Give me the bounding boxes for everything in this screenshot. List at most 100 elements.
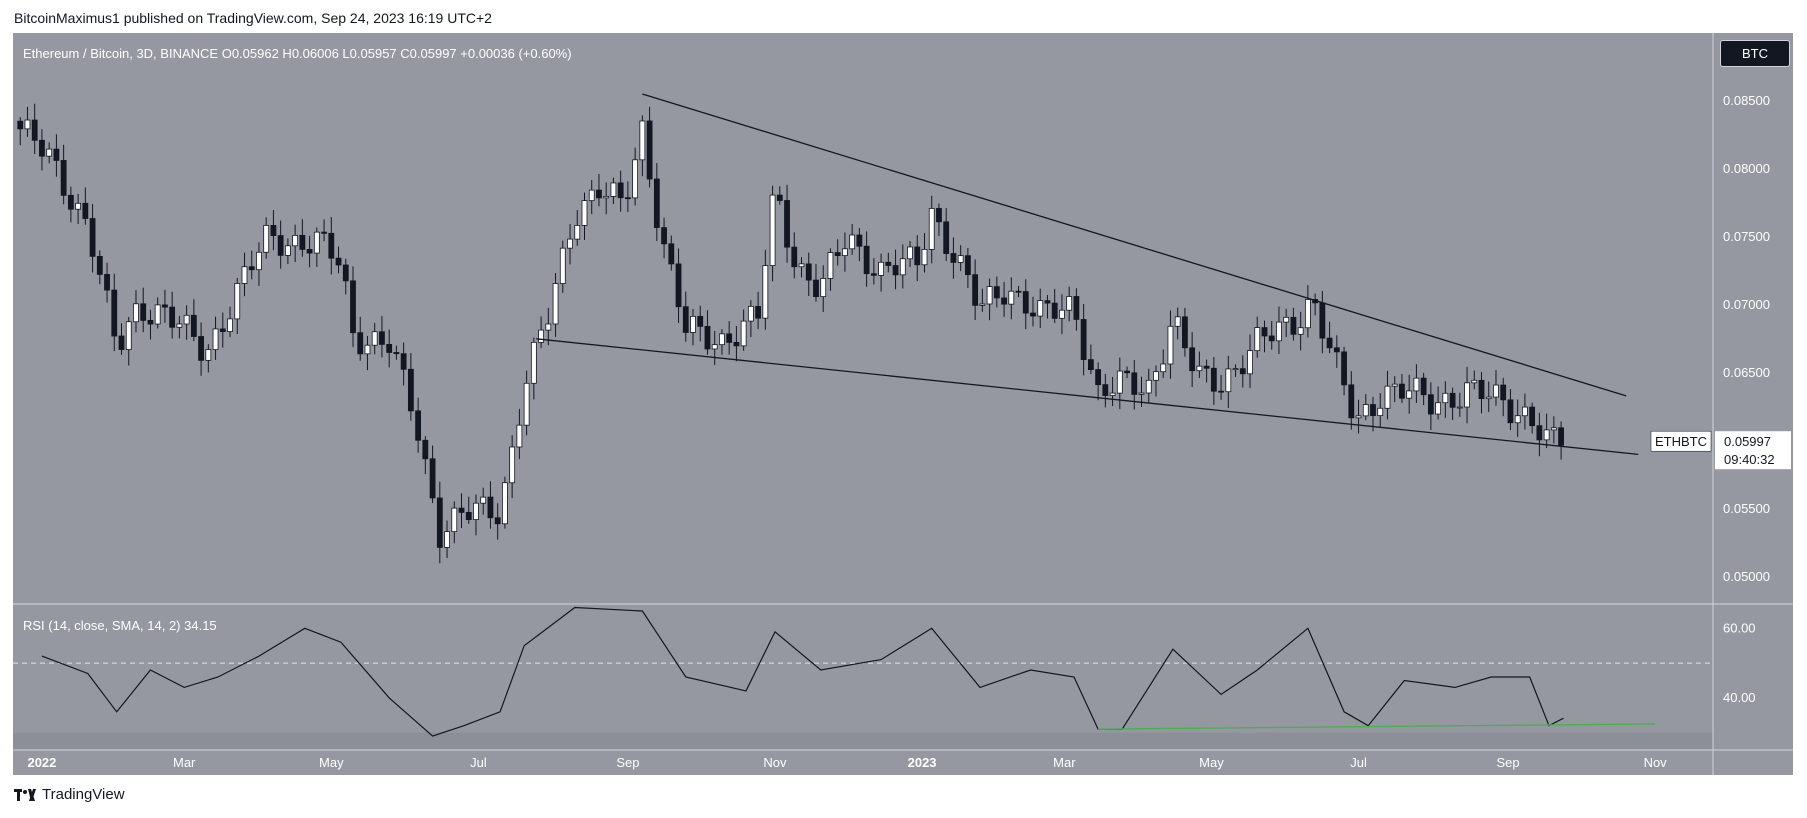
candle-body: [429, 458, 436, 499]
candle-body: [125, 321, 132, 350]
candle-body: [1399, 383, 1405, 399]
candle-body: [1464, 382, 1470, 408]
candle-body: [400, 353, 407, 370]
candle-body: [1189, 347, 1196, 372]
candle-body: [581, 200, 588, 226]
candle-body: [885, 261, 892, 266]
rsi-layer: [13, 603, 1793, 750]
candle-body: [523, 382, 530, 426]
candle-body: [1022, 291, 1029, 314]
candle-body: [878, 261, 884, 276]
candle-body: [972, 274, 979, 306]
candle-body: [17, 120, 24, 130]
candle-body: [67, 194, 74, 210]
candle-body: [1138, 392, 1145, 395]
candle-body: [755, 305, 762, 319]
candle-body: [82, 202, 89, 219]
candle-body: [1001, 297, 1007, 305]
candle-body: [1095, 369, 1102, 386]
candle-body: [39, 139, 45, 157]
candle-body: [1203, 365, 1210, 369]
candle-body: [1391, 383, 1398, 387]
candle-body: [1232, 368, 1239, 371]
candle-body: [480, 496, 487, 504]
candle-body: [856, 234, 863, 247]
candle-body: [436, 497, 443, 548]
rsi-line: [41, 606, 1564, 737]
header-symbol: Ethereum / Bitcoin, 3D, BINANCE: [23, 46, 222, 61]
candle-body: [1153, 371, 1159, 381]
candle-body: [964, 255, 971, 276]
candle-body: [907, 246, 913, 260]
candle-body: [1218, 390, 1224, 393]
candle-body: [154, 304, 161, 325]
candle-body: [111, 289, 118, 337]
candle-body: [530, 341, 537, 384]
candle-body: [169, 306, 176, 328]
candle-body: [1283, 316, 1290, 323]
candle-body: [719, 333, 725, 346]
candle-body: [682, 306, 689, 333]
candle-body: [1536, 425, 1543, 441]
candle-body: [1131, 372, 1138, 395]
candle-body: [46, 148, 53, 157]
candle-body: [1261, 327, 1268, 337]
candle-body: [1030, 312, 1036, 317]
footer-brand[interactable]: TradingView: [14, 786, 125, 803]
high-label: H: [282, 46, 291, 61]
time-tick-label: 2022: [27, 755, 56, 770]
candle-body: [617, 182, 624, 199]
price-tick-label: 0.06500: [1723, 365, 1770, 380]
candle-body: [697, 315, 704, 327]
candle-body: [1037, 300, 1044, 317]
candle-body: [1196, 365, 1203, 372]
candle-body: [863, 245, 870, 275]
candle-body: [1073, 296, 1080, 320]
candle-body: [444, 531, 450, 548]
candle-body: [950, 253, 957, 263]
candle-body: [31, 119, 38, 141]
candle-body: [487, 496, 494, 519]
candles-layer: [17, 103, 1564, 564]
candle-body: [1558, 427, 1564, 446]
candle-body: [350, 280, 356, 334]
candle-body: [704, 325, 711, 350]
currency-button[interactable]: BTC: [1720, 40, 1790, 67]
labels-layer: Ethereum / Bitcoin, 3D, BINANCE O0.05962…: [23, 46, 1791, 633]
publish-line: BitcoinMaximus1 published on TradingView…: [14, 10, 492, 26]
candle-body: [957, 255, 964, 263]
candle-body: [190, 314, 197, 337]
candle-body: [1015, 290, 1022, 293]
candle-body: [176, 323, 183, 328]
candle-body: [1174, 316, 1181, 327]
time-tick-label: Jul: [1350, 755, 1367, 770]
candle-body: [740, 320, 747, 347]
candle-body: [1182, 316, 1188, 349]
candle-body: [1435, 402, 1442, 415]
candle-body: [1333, 347, 1340, 353]
candle-body: [1449, 392, 1456, 408]
candle-body: [183, 314, 190, 325]
candle-body: [791, 246, 798, 268]
candle-body: [89, 218, 96, 257]
price-tag-value: 0.05997: [1724, 434, 1771, 449]
open-value: 0.05962: [232, 46, 283, 61]
candle-body: [1254, 327, 1261, 352]
candle-body: [914, 246, 921, 266]
candle-body: [509, 446, 516, 484]
candle-body: [321, 231, 327, 234]
candle-body: [849, 234, 856, 250]
brand-name: TradingView: [42, 786, 125, 803]
candle-body: [342, 264, 349, 282]
candle-body: [1493, 384, 1499, 398]
price-tick-label: 0.08500: [1723, 93, 1770, 108]
candle-body: [1276, 321, 1282, 342]
candle-body: [1500, 384, 1507, 401]
candle-body: [726, 333, 733, 343]
candle-body: [798, 263, 805, 268]
candle-body: [219, 328, 226, 332]
price-tick-label: 0.05500: [1723, 501, 1770, 516]
candle-body: [574, 224, 581, 240]
price-tick-label: 0.08000: [1723, 161, 1770, 176]
